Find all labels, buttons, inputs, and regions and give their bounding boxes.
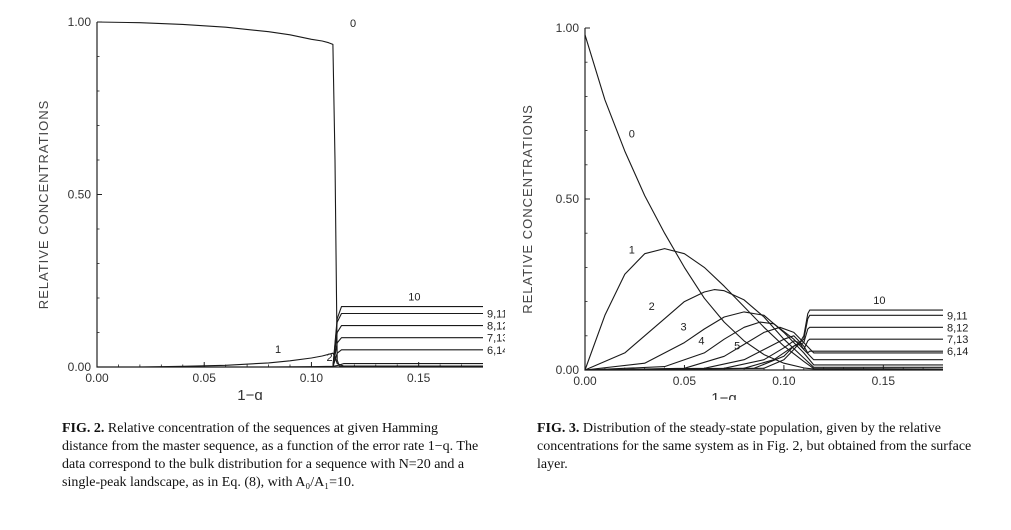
y-tick-label: 0.50	[68, 188, 92, 202]
series-label-1: 1	[629, 245, 635, 257]
series-line-5	[584, 326, 943, 371]
x-tick-label: 0.05	[193, 371, 217, 385]
series-label-2: 2	[326, 352, 332, 364]
series-label-3: 3	[680, 322, 686, 334]
series-line-8-12	[584, 326, 943, 371]
figure-3-caption: FIG. 3. Distribution of the steady-state…	[537, 420, 977, 474]
axes-frame	[584, 28, 943, 371]
figure-2-caption: FIG. 2. Relative concentration of the se…	[62, 420, 487, 492]
series-label-8-12: 8,12	[947, 322, 968, 334]
series-label-7-13: 7,13	[487, 333, 505, 345]
axes-frame	[96, 22, 483, 368]
series-label-1: 1	[275, 344, 281, 356]
figure-2-caption-text: Relative concentration of the sequences …	[62, 421, 479, 490]
figure-2-caption-label: FIG. 2.	[62, 421, 105, 436]
x-tick-label: 0.10	[300, 371, 324, 385]
series-line-1	[584, 248, 944, 371]
y-tick-label: 1.00	[556, 21, 580, 35]
figure-3-chart: 0.00 0.05 0.10 0.15 0.00 0.50 1.00 1−q RELATIVE …	[520, 21, 968, 400]
series-line-3	[584, 311, 943, 371]
series-line-10	[97, 306, 483, 368]
series-label-0: 0	[350, 18, 356, 30]
figure-3: 0.00 0.05 0.10 0.15 0.00 0.50 1.00 1−q RELATIVE …	[505, 0, 1011, 400]
series-line-1	[97, 352, 483, 368]
y-axis-label: RELATIVE CONCENTRATIONS	[36, 100, 51, 310]
series-label-10: 10	[873, 295, 885, 307]
series-label-4: 4	[698, 335, 704, 347]
series-label-6-14: 6,14	[947, 346, 968, 358]
series-label-2: 2	[649, 301, 655, 313]
x-axis-label: 1−q	[711, 390, 736, 400]
y-tick-label: 0.00	[556, 363, 580, 377]
series-line-7-13	[97, 337, 483, 368]
series-line-4	[584, 321, 943, 371]
series-line-6-14	[584, 335, 943, 371]
x-tick-label: 0.15	[872, 374, 896, 388]
x-tick-label: 0.15	[407, 371, 431, 385]
y-tick-label: 0.00	[68, 360, 92, 374]
x-tick-label: 0.05	[673, 374, 697, 388]
figure-2: 0.00 0.05 0.10 0.15 0.00 0.50 1.00 1−q RELATIVE …	[0, 0, 505, 400]
series-line-7-13	[584, 338, 943, 371]
series-label-7-13: 7,13	[947, 334, 968, 346]
x-axis-label: 1−q	[237, 387, 262, 400]
series-line-0	[584, 34, 944, 370]
series-label-9-11: 9,11	[947, 310, 968, 322]
figure-3-caption-label: FIG. 3.	[537, 421, 580, 436]
y-tick-label: 0.50	[556, 192, 580, 206]
series-line-9-11	[97, 312, 483, 368]
series-label-6-14: 6,14	[487, 345, 505, 357]
series-line-9-11	[584, 314, 943, 371]
series-line-10	[584, 309, 943, 371]
x-tick-label: 0.00	[573, 374, 597, 388]
series-label-5: 5	[734, 340, 740, 352]
series-line-2	[584, 289, 943, 371]
figure-3-caption-text: Distribution of the steady-state populat…	[537, 421, 972, 472]
series-label-9-11: 9,11	[487, 309, 505, 321]
figure-2-chart: 0.00 0.05 0.10 0.15 0.00 0.50 1.00 1−q RELATIVE …	[36, 15, 505, 400]
series-label-0: 0	[629, 128, 635, 140]
series-label-10: 10	[408, 292, 420, 304]
series-label-8-12: 8,12	[487, 321, 505, 333]
x-tick-label: 0.00	[85, 371, 109, 385]
series-line-6-14	[97, 349, 483, 368]
y-tick-label: 1.00	[68, 15, 92, 29]
x-tick-label: 0.10	[772, 374, 796, 388]
y-axis-label: RELATIVE CONCENTRATIONS	[520, 104, 535, 314]
series-line-0	[96, 21, 483, 367]
